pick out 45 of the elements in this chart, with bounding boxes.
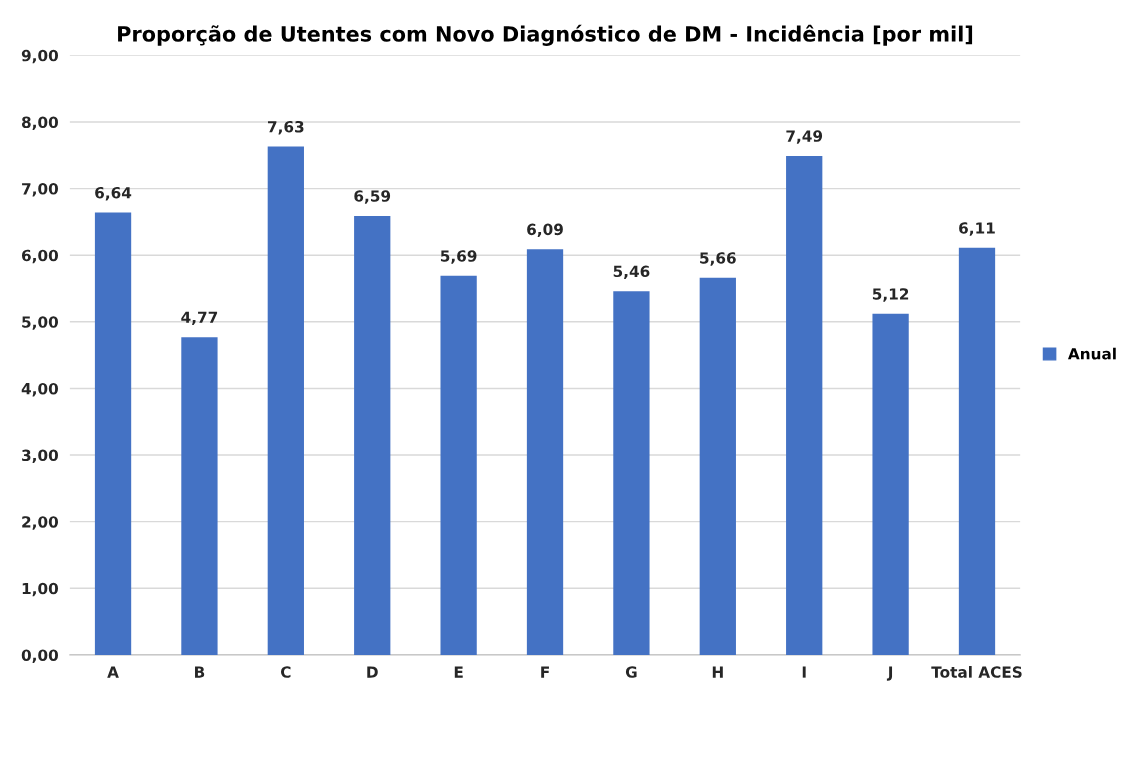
data-label: 5,12 (872, 288, 909, 302)
data-label: 6,59 (354, 190, 391, 204)
legend-label: Anual (1067, 347, 1116, 360)
data-label: 7,49 (786, 130, 823, 144)
y-tick-label: 3,00 (22, 449, 58, 464)
x-tick-label: Total ACES (931, 666, 1022, 678)
bar (872, 313, 909, 655)
data-label: 6,64 (95, 186, 132, 201)
bar (699, 277, 736, 655)
y-tick-label: 9,00 (21, 49, 58, 64)
bar (267, 146, 304, 655)
bar (526, 249, 564, 655)
bar (94, 212, 132, 655)
data-label: 5,66 (700, 252, 736, 266)
x-tick-label: I (802, 666, 806, 678)
x-tick-label: H (712, 666, 723, 678)
data-label: 4,77 (181, 311, 218, 326)
x-tick-label: E (454, 666, 463, 678)
y-tick-label: 7,00 (22, 183, 58, 197)
y-tick-label: 5,00 (22, 316, 58, 330)
data-label: 5,69 (440, 250, 477, 264)
x-tick-label: B (195, 666, 205, 678)
y-tick-label: 8,00 (21, 116, 58, 130)
bar (613, 291, 650, 655)
chart-title: Proporção de Utentes com Novo Diagnóstico de DM - Incidência [por mil] (118, 24, 973, 46)
bar (440, 275, 477, 655)
x-tick-label: G (625, 666, 637, 678)
y-tick-label: 2,00 (22, 516, 58, 530)
y-tick-label: 0,00 (21, 649, 58, 663)
y-tick-label: 6,00 (21, 249, 58, 264)
y-tick-label: 1,00 (22, 582, 58, 597)
bar (958, 247, 996, 655)
bar (354, 215, 391, 655)
y-tick-label: 4,00 (21, 382, 58, 397)
x-tick-label: D (367, 666, 378, 678)
x-tick-label: F (541, 666, 549, 678)
x-tick-label: J (886, 666, 893, 681)
bar (181, 337, 218, 655)
data-label: 5,46 (613, 265, 650, 280)
x-tick-label: A (107, 666, 119, 678)
data-label: 7,63 (268, 120, 304, 135)
data-label: 6,11 (959, 222, 995, 236)
bar (786, 155, 823, 655)
x-tick-label: C (280, 666, 291, 678)
data-label: 6,09 (527, 223, 563, 238)
